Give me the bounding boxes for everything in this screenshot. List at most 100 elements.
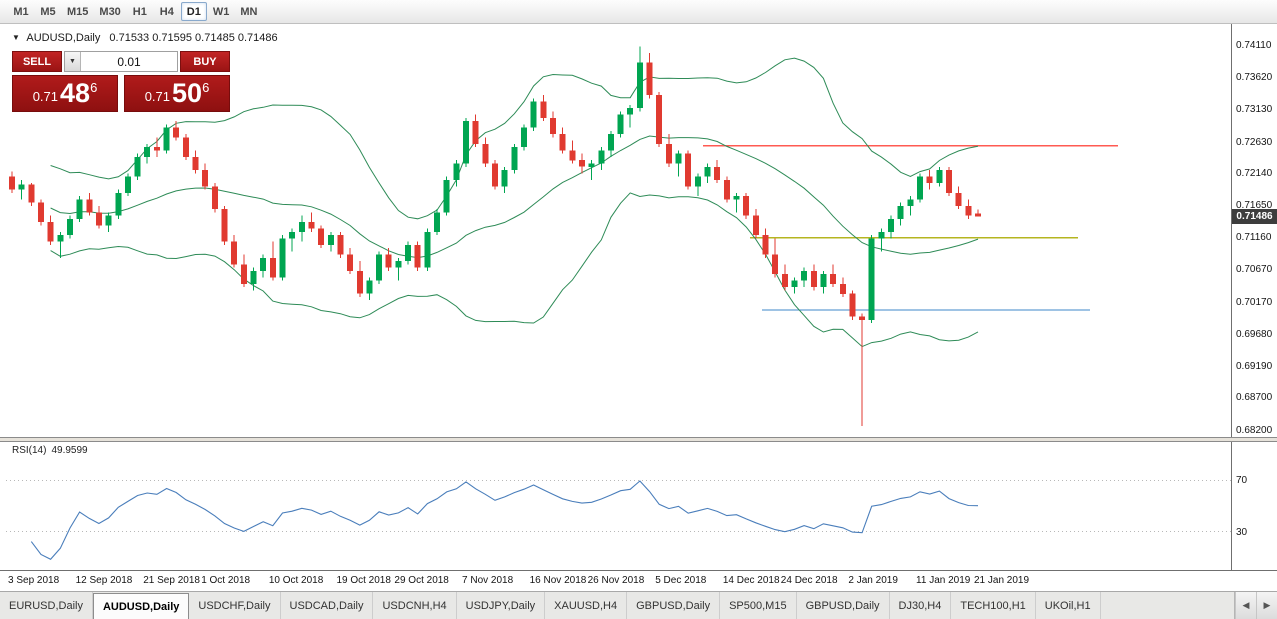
date-axis-label: 21 Sep 2018	[143, 575, 200, 586]
tab-scroll-right-button[interactable]: ▶	[1256, 592, 1277, 619]
date-axis-label: 10 Oct 2018	[268, 575, 324, 586]
sell-button[interactable]: SELL	[12, 51, 62, 72]
tab-label: USDJPY,Daily	[465, 599, 536, 612]
bid-price-big-digits: 48	[60, 78, 91, 108]
main-chart-canvas[interactable]	[6, 30, 1231, 437]
rsi-level-label: 30	[1236, 526, 1248, 538]
date-axis-label: 14 Dec 2018	[722, 575, 780, 586]
rsi-line	[30, 480, 979, 560]
panel-splitter[interactable]	[0, 437, 1277, 442]
chart-tab-sp500-m15[interactable]: SP500,M15	[720, 592, 797, 619]
price-axis-label: 0.70670	[1236, 264, 1273, 276]
ask-price-prefix: 0.71	[144, 89, 171, 104]
date-axis-label: 2 Jan 2019	[848, 575, 898, 586]
price-axis[interactable]: 0.74110 0.73620 0.73130 0.72630 0.72140 0.716…	[1231, 24, 1277, 570]
tab-label: AUDUSD,Daily	[102, 600, 180, 613]
timeframe-button-mn[interactable]: MN	[240, 5, 258, 18]
tab-label: DJ30,H4	[898, 599, 942, 612]
bid-price-pipette: 6	[90, 80, 98, 95]
date-axis-label: 7 Nov 2018	[462, 575, 514, 586]
current-price-badge: 0.71486	[1232, 208, 1277, 224]
one-click-trading-panel: SELL ▼ 0.01 BUY 0.71 48 6 0.71 50 6	[12, 51, 230, 112]
chart-tab-xauusd-h4[interactable]: XAUUSD,H4	[545, 592, 628, 619]
price-axis-label: 0.72140	[1236, 168, 1273, 180]
chart-tab-eurusd-daily[interactable]: EURUSD,Daily	[0, 592, 93, 619]
date-axis-label: 16 Nov 2018	[529, 575, 587, 586]
price-axis-label: 0.73130	[1236, 103, 1273, 115]
timeframe-button-m5[interactable]: M5	[40, 5, 56, 18]
tab-label: USDCAD,Daily	[289, 599, 364, 612]
price-axis-label: 0.68200	[1236, 424, 1273, 436]
ask-price-display: 0.71 50 6	[124, 75, 230, 112]
lot-size-input[interactable]: 0.01	[117, 54, 141, 69]
candlestick-series	[9, 46, 981, 426]
timeframe-button-m30[interactable]: M30	[99, 5, 121, 18]
rsi-indicator-name: RSI(14)	[12, 445, 47, 456]
tab-label: USDCHF,Daily	[198, 599, 271, 612]
symbol-label: AUDUSD,Daily	[26, 32, 101, 44]
timeframe-button-h1[interactable]: H1	[132, 5, 147, 18]
chart-tab-usdcad-daily[interactable]: USDCAD,Daily	[281, 592, 374, 619]
bid-price-prefix: 0.71	[32, 89, 59, 104]
price-axis-label: 0.72630	[1236, 136, 1273, 148]
bollinger-upper-band	[50, 57, 979, 220]
chart-tabs: EURUSD,Daily AUDUSD,Daily USDCHF,Daily USDC…	[0, 592, 1234, 619]
date-axis-label: 26 Nov 2018	[587, 575, 645, 586]
rsi-indicator-value: 49.9599	[51, 445, 88, 456]
date-axis-label: 11 Jan 2019	[916, 575, 971, 586]
date-axis-label: 5 Dec 2018	[655, 575, 707, 586]
chart-tab-gbpusd-daily[interactable]: GBPUSD,Daily	[627, 592, 721, 619]
timeframe-button-m15[interactable]: M15	[67, 5, 89, 18]
chart-window: ▼ AUDUSD,Daily 0.71533 0.71595 0.71485 0…	[0, 24, 1277, 591]
chart-tab-gbpusd-daily[interactable]: GBPUSD,Daily	[797, 592, 890, 619]
lot-size-combo[interactable]: ▼ 0.01	[64, 51, 178, 72]
price-axis-label: 0.68700	[1236, 392, 1273, 404]
timeframe-button-h4[interactable]: H4	[159, 5, 174, 18]
timeframe-button-m1[interactable]: M1	[13, 5, 29, 18]
chart-tab-bar: EURUSD,Daily AUDUSD,Daily USDCHF,Daily USDC…	[0, 591, 1277, 619]
chart-ohlc-title: ▼ AUDUSD,Daily 0.71533 0.71595 0.71485 0…	[12, 32, 278, 44]
tab-scroll-controls: ◀ ▶	[1234, 592, 1277, 619]
lot-size-dropdown-icon[interactable]: ▼	[65, 52, 81, 71]
chart-tab-usdcnh-h4[interactable]: USDCNH,H4	[373, 592, 457, 619]
price-axis-label: 0.74110	[1236, 40, 1272, 52]
tab-label: XAUUSD,H4	[554, 599, 618, 612]
timeframe-button-d1[interactable]: D1	[180, 2, 207, 21]
tab-label: USDCNH,H4	[382, 599, 447, 612]
tab-label: SP500,M15	[729, 599, 787, 612]
chart-tab-usdchf-daily[interactable]: USDCHF,Daily	[189, 592, 281, 619]
price-axis-label: 0.69190	[1236, 360, 1273, 372]
date-axis-label: 12 Sep 2018	[75, 575, 133, 586]
chart-tab-dj30-h4[interactable]: DJ30,H4	[890, 592, 952, 619]
date-axis-label: 24 Dec 2018	[780, 575, 838, 586]
chart-tab-audusd-daily[interactable]: AUDUSD,Daily	[92, 593, 190, 619]
date-axis-label: 29 Oct 2018	[394, 575, 449, 586]
ask-price-pipette: 6	[202, 80, 210, 95]
chart-tab-ukoil-h1[interactable]: UKOil,H1	[1036, 592, 1101, 619]
price-axis-label: 0.70170	[1236, 296, 1273, 308]
ohlc-values: 0.71533 0.71595 0.71485 0.71486	[109, 32, 278, 44]
chart-tab-tech100-h1[interactable]: TECH100,H1	[951, 592, 1036, 619]
tab-label: GBPUSD,Daily	[636, 599, 711, 612]
bollinger-lower-band	[50, 192, 979, 348]
tab-label: GBPUSD,Daily	[805, 599, 880, 612]
price-axis-label: 0.71160	[1236, 232, 1272, 244]
timeframe-toolbar: M1 M5 M15 M30 H1 H4 D1 W1 MN	[0, 0, 1277, 24]
date-axis[interactable]: 3 Sep 2018 12 Sep 2018 21 Sep 2018 1 Oct 20…	[0, 570, 1277, 591]
date-axis-label: 19 Oct 2018	[336, 575, 391, 586]
date-axis-label: 21 Jan 2019	[974, 575, 1030, 586]
buy-button[interactable]: BUY	[180, 51, 230, 72]
rsi-level-label: 70	[1236, 475, 1248, 487]
chart-tab-usdjpy-daily[interactable]: USDJPY,Daily	[457, 592, 546, 619]
one-click-panel-collapse-icon[interactable]: ▼	[12, 33, 20, 42]
rsi-chart-canvas[interactable]	[6, 442, 1231, 570]
tab-scroll-left-button[interactable]: ◀	[1235, 592, 1256, 619]
price-axis-label: 0.69680	[1236, 328, 1273, 340]
ask-price-big-digits: 50	[172, 78, 203, 108]
timeframe-button-w1[interactable]: W1	[212, 5, 230, 18]
price-axis-label: 0.71650	[1236, 200, 1273, 212]
tab-label: UKOil,H1	[1044, 599, 1091, 612]
tab-label: EURUSD,Daily	[9, 599, 83, 612]
date-axis-label: 1 Oct 2018	[201, 575, 251, 586]
rsi-indicator-label: RSI(14) 49.9599	[12, 445, 88, 456]
